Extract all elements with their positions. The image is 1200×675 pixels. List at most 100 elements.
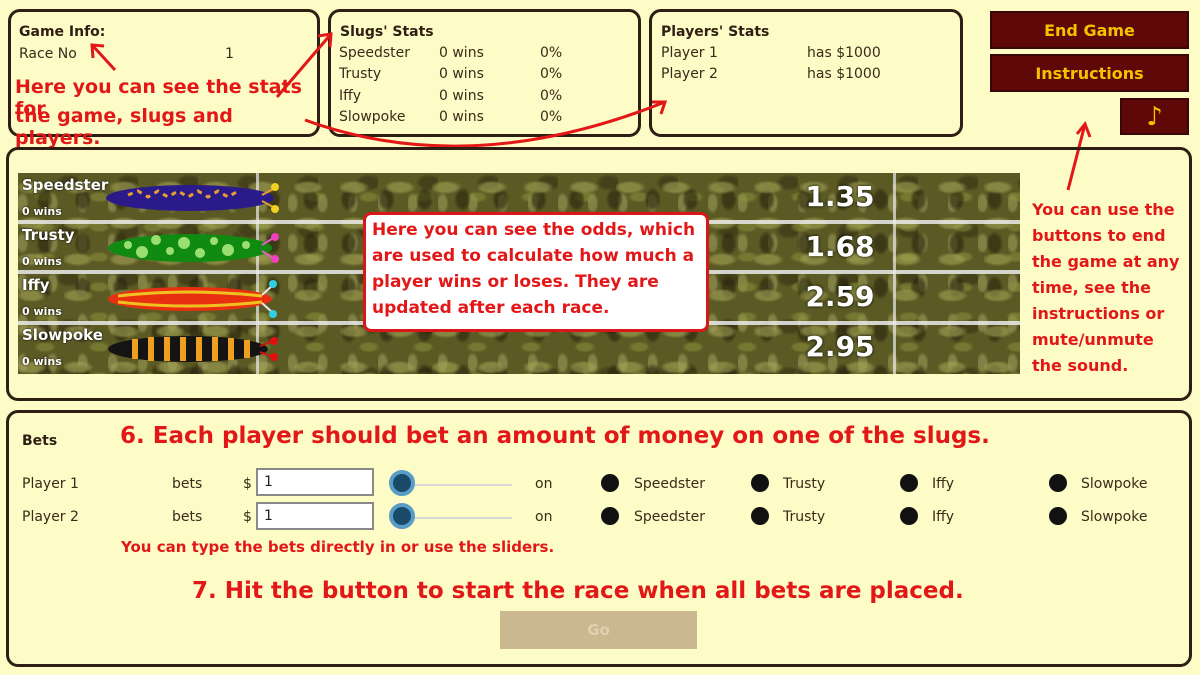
bet-player-name: Player 1	[22, 476, 79, 492]
bet-slider-thumb[interactable]	[389, 470, 415, 496]
lane-slug-wins: 0 wins	[22, 305, 62, 318]
slug-trusty	[108, 233, 279, 263]
slug-eye	[269, 280, 277, 288]
currency-symbol: $	[243, 509, 252, 525]
slug-radio-iffy[interactable]	[900, 507, 918, 525]
lane-slug-name: Iffy	[22, 276, 50, 294]
bet-slider-track[interactable]	[392, 484, 512, 486]
lane-slug-name: Slowpoke	[22, 326, 103, 344]
slug-stat-name: Iffy	[339, 88, 362, 104]
bets-word: bets	[172, 476, 203, 492]
lane-slug-name: Speedster	[22, 176, 109, 194]
slugs-stats-panel: Slugs' Stats Speedster 0 wins 0% Trusty …	[328, 9, 641, 137]
slug-body	[106, 185, 274, 211]
bets-title: Bets	[22, 433, 58, 449]
buttons-annotation: You can use the buttons to end the game …	[1032, 197, 1192, 379]
slug-stat-pct: 0%	[540, 66, 563, 82]
slug-radio-iffy[interactable]	[900, 474, 918, 492]
slug-option-label: Slowpoke	[1081, 509, 1148, 525]
buttons-annotation-line: time, see the	[1032, 278, 1151, 297]
game-info-panel: Game Info: Race No 1 Here you can see th…	[8, 9, 320, 149]
players-stats-panel: Players' Stats Player 1 has $1000 Player…	[649, 9, 963, 137]
start-line	[256, 173, 259, 374]
slug-eye	[271, 233, 279, 241]
slug-odds: 2.59	[805, 280, 875, 313]
buttons-annotation-line: mute/unmute	[1032, 330, 1154, 349]
slug-eye	[270, 353, 278, 361]
slug-radio-speedster[interactable]	[601, 507, 619, 525]
slug-eye	[270, 337, 278, 345]
go-button[interactable]: Go	[500, 611, 697, 649]
slug-radio-trusty[interactable]	[751, 507, 769, 525]
slug-eye	[269, 310, 277, 318]
slug-radio-slowpoke[interactable]	[1049, 474, 1067, 492]
slug-speedster	[106, 183, 279, 213]
buttons-annotation-line: the sound.	[1032, 356, 1129, 375]
bet-amount-input[interactable]: 1	[256, 468, 374, 496]
slug-iffy	[108, 280, 277, 318]
bet-slider-track[interactable]	[392, 517, 512, 519]
bet-player-name: Player 2	[22, 509, 79, 525]
race-panel	[6, 147, 1192, 401]
step-6-instruction: 6. Each player should bet an amount of m…	[120, 423, 990, 449]
slug-eye	[271, 205, 279, 213]
race-number-value: 1	[225, 46, 234, 62]
slug-odds: 1.35	[805, 180, 875, 213]
sliders-tip: You can type the bets directly in or use…	[121, 538, 555, 556]
buttons-annotation-line: You can use the	[1032, 200, 1175, 219]
slugs-stats-title: Slugs' Stats	[340, 24, 434, 40]
player-stat-money: has $1000	[807, 45, 881, 61]
slug-option-label: Speedster	[634, 476, 706, 492]
slug-stat-pct: 0%	[540, 88, 563, 104]
bet-slider-thumb[interactable]	[389, 503, 415, 529]
slug-option-label: Slowpoke	[1081, 476, 1148, 492]
player-stat-name: Player 1	[661, 45, 718, 61]
buttons-annotation-line: instructions or	[1032, 304, 1165, 323]
slug-stat-wins: 0 wins	[439, 66, 484, 82]
currency-symbol: $	[243, 476, 252, 492]
slug-stat-name: Trusty	[339, 66, 382, 82]
slug-radio-speedster[interactable]	[601, 474, 619, 492]
lane-slug-wins: 0 wins	[22, 355, 62, 368]
lane-slug-wins: 0 wins	[22, 255, 62, 268]
slug-eye	[271, 183, 279, 191]
player-stat-money: has $1000	[807, 66, 881, 82]
slug-slowpoke	[108, 336, 278, 362]
player-stat-name: Player 2	[661, 66, 718, 82]
slug-option-label: Iffy	[932, 476, 955, 492]
on-word: on	[535, 476, 553, 492]
slug-option-label: Trusty	[783, 476, 826, 492]
bets-panel	[6, 410, 1192, 667]
slug-odds: 1.68	[805, 230, 875, 263]
buttons-annotation-line: the game at any	[1032, 252, 1180, 271]
bets-word: bets	[172, 509, 203, 525]
on-word: on	[535, 509, 553, 525]
slug-option-label: Trusty	[783, 509, 826, 525]
lane-slug-wins: 0 wins	[22, 205, 62, 218]
odds-annotation: Here you can see the odds, which are use…	[363, 212, 709, 332]
slug-option-label: Iffy	[932, 509, 955, 525]
end-game-button[interactable]: End Game	[990, 11, 1189, 49]
players-stats-title: Players' Stats	[661, 24, 770, 40]
slug-option-label: Speedster	[634, 509, 706, 525]
finish-line	[893, 173, 896, 374]
music-note-icon[interactable]: ♪	[1120, 98, 1189, 135]
step-7-instruction: 7. Hit the button to start the race when…	[192, 578, 964, 604]
game-info-title: Game Info:	[19, 24, 106, 40]
slug-radio-trusty[interactable]	[751, 474, 769, 492]
stats-annotation-line2: the game, slugs and players.	[15, 105, 233, 149]
bet-amount-input[interactable]: 1	[256, 502, 374, 530]
slug-odds: 2.95	[805, 330, 875, 363]
slug-stat-wins: 0 wins	[439, 88, 484, 104]
buttons-annotation-line: buttons to end	[1032, 226, 1166, 245]
slug-stat-name: Speedster	[339, 45, 411, 61]
slug-stat-pct: 0%	[540, 109, 563, 125]
stats-annotation-line1: Here you can see the stats for	[15, 76, 302, 120]
race-number-label: Race No	[19, 46, 77, 62]
lane-slug-name: Trusty	[22, 226, 75, 244]
slug-eye	[271, 255, 279, 263]
slugs-drawing	[106, 183, 279, 362]
slug-stat-wins: 0 wins	[439, 109, 484, 125]
instructions-button[interactable]: Instructions	[990, 54, 1189, 92]
slug-radio-slowpoke[interactable]	[1049, 507, 1067, 525]
